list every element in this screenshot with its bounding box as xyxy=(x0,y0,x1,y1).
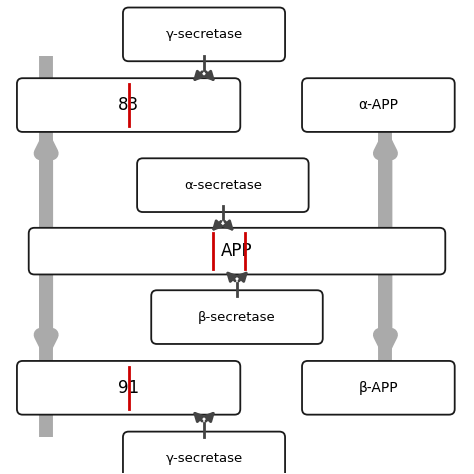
Text: 83: 83 xyxy=(118,96,139,114)
Text: α-APP: α-APP xyxy=(358,98,398,112)
FancyBboxPatch shape xyxy=(17,78,240,132)
Text: α-secretase: α-secretase xyxy=(184,179,262,191)
Text: β-APP: β-APP xyxy=(358,381,398,395)
FancyBboxPatch shape xyxy=(151,290,323,344)
Text: 91: 91 xyxy=(118,379,139,397)
FancyBboxPatch shape xyxy=(302,78,455,132)
FancyBboxPatch shape xyxy=(123,8,285,61)
Text: β-secretase: β-secretase xyxy=(198,310,276,324)
Text: γ-secretase: γ-secretase xyxy=(165,452,243,465)
FancyBboxPatch shape xyxy=(17,361,240,415)
Text: γ-secretase: γ-secretase xyxy=(165,28,243,41)
FancyBboxPatch shape xyxy=(123,432,285,474)
FancyBboxPatch shape xyxy=(137,158,309,212)
FancyBboxPatch shape xyxy=(29,228,445,274)
FancyBboxPatch shape xyxy=(302,361,455,415)
Text: APP: APP xyxy=(221,242,253,260)
